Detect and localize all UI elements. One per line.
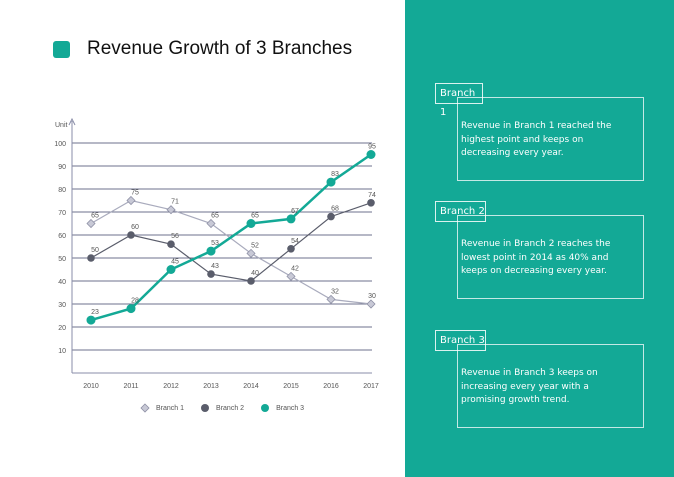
chart-legend: Branch 1 Branch 2 Branch 3 (140, 403, 320, 413)
data-label-3: 53 (211, 240, 219, 247)
data-label-3: 65 (251, 213, 259, 220)
data-point-2 (247, 277, 255, 285)
data-label-2: 60 (131, 224, 139, 231)
legend-item-1: Branch 1 (140, 403, 184, 413)
x-tick-label: 2013 (203, 383, 219, 390)
data-point-1 (286, 271, 296, 281)
data-label-1: 65 (211, 213, 219, 220)
data-label-3: 83 (331, 171, 339, 178)
data-point-1 (206, 218, 216, 229)
data-label-1: 52 (251, 242, 259, 249)
data-label-2: 50 (91, 247, 99, 254)
y-tick-label: 30 (58, 302, 66, 309)
data-point-3 (286, 214, 296, 224)
note-box-branch-2: Revenue in Branch 2 reaches the lowest p… (457, 215, 644, 299)
data-point-1 (86, 218, 96, 229)
diamond-marker-icon (140, 403, 150, 413)
x-tick-label: 2012 (163, 383, 179, 390)
data-label-1: 42 (291, 265, 299, 272)
data-point-1 (246, 248, 256, 258)
data-label-3: 45 (171, 259, 179, 266)
data-point-1 (126, 195, 136, 206)
note-box-branch-1: Revenue in Branch 1 reached the highest … (457, 97, 644, 181)
data-label-1: 30 (368, 293, 376, 300)
circle-marker-icon (201, 404, 210, 412)
legend-label: Branch 1 (156, 404, 185, 412)
y-tick-label: 80 (58, 187, 66, 194)
data-point-2 (87, 254, 95, 262)
title-square-icon (53, 40, 70, 58)
data-point-3 (126, 304, 136, 314)
data-label-2: 43 (211, 263, 219, 270)
data-label-2: 56 (171, 233, 179, 240)
data-point-3 (206, 246, 216, 256)
data-label-3: 95 (368, 144, 376, 151)
y-tick-label: 60 (58, 233, 66, 240)
data-point-2 (127, 231, 135, 239)
line-chart: 10 20 30 40 50 60 70 80 90 100 Unit 2010 2011 2012 201… (54, 117, 379, 390)
data-label-1: 71 (171, 199, 179, 206)
y-tick-label: 40 (58, 279, 66, 286)
data-label-3: 23 (91, 309, 99, 316)
data-label-1: 65 (91, 213, 99, 220)
legend-label: Branch 2 (216, 404, 245, 412)
series-line-2 (90, 202, 372, 282)
x-tick-label: 2014 (243, 383, 259, 390)
data-point-1 (366, 299, 376, 309)
data-point-2 (167, 240, 175, 248)
data-point-2 (327, 212, 335, 221)
data-label-2: 74 (368, 192, 376, 199)
x-tick-label: 2011 (123, 383, 138, 390)
data-label-1: 75 (131, 190, 139, 197)
y-axis-label: Unit (55, 122, 68, 129)
y-tick-label: 90 (58, 164, 66, 171)
data-label-2: 68 (331, 206, 339, 213)
chart-title: Revenue Growth of 3 Branches (87, 38, 353, 59)
y-axis-arrow-icon (68, 117, 76, 126)
note-label-branch-2[interactable]: Branch 2 (435, 201, 486, 222)
legend-item-2: Branch 2 (200, 403, 244, 413)
data-point-3 (366, 150, 376, 159)
data-label-1: 32 (331, 288, 339, 295)
data-point-1 (326, 294, 336, 304)
data-label-2: 54 (291, 238, 299, 245)
notes-panel (405, 0, 674, 477)
note-box-branch-3: Revenue in Branch 3 keeps on increasing … (457, 344, 644, 428)
data-point-2 (367, 199, 375, 207)
data-point-2 (207, 270, 215, 278)
series-line-3 (90, 153, 372, 322)
y-tick-label: 20 (58, 325, 66, 332)
y-tick-label: 50 (58, 256, 66, 263)
data-point-3 (86, 315, 96, 325)
circle-marker-icon (261, 404, 270, 412)
legend-item-3: Branch 3 (260, 403, 304, 413)
y-tick-label: 70 (58, 210, 66, 217)
x-tick-label: 2010 (83, 383, 99, 390)
chart-panel (0, 0, 405, 477)
note-label-branch-1[interactable]: Branch 1 (435, 83, 483, 118)
data-label-2: 40 (251, 270, 259, 277)
data-point-3 (166, 265, 176, 274)
data-point-2 (287, 245, 295, 253)
data-point-3 (326, 177, 336, 187)
note-label-branch-3[interactable]: Branch 3 (435, 330, 486, 351)
y-tick-label: 10 (58, 348, 66, 355)
data-label-3: 67 (291, 208, 299, 215)
data-point-1 (166, 205, 176, 215)
x-tick-label: 2015 (283, 383, 299, 390)
chart-title-group: Revenue Growth of 3 Branches (53, 38, 352, 60)
data-point-3 (246, 219, 256, 228)
y-tick-label: 100 (54, 141, 66, 148)
legend-label: Branch 3 (276, 404, 305, 412)
data-label-3: 28 (131, 298, 139, 305)
x-tick-label: 2016 (323, 383, 339, 390)
x-tick-label: 2017 (363, 383, 379, 390)
